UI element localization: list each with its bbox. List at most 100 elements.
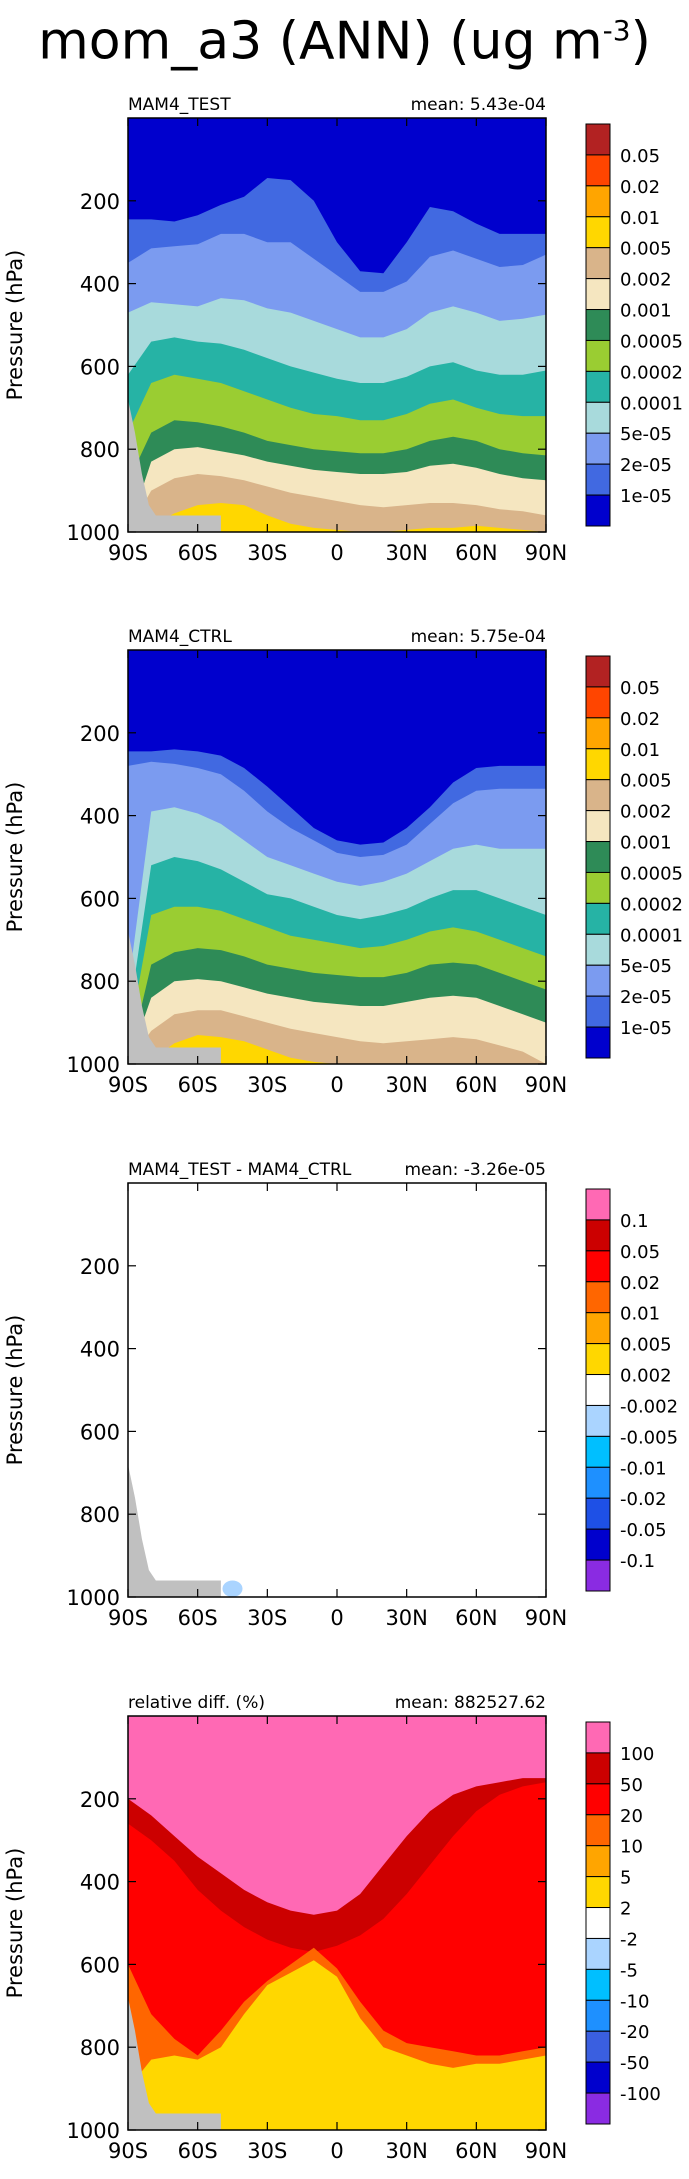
topography-mask (128, 1464, 221, 1597)
colorbar-label: 2e-05 (620, 987, 672, 1008)
colorbar-label: 2 (620, 1899, 631, 1920)
colorbar-label: 10 (620, 1837, 643, 1858)
colorbar-label: -0.005 (620, 1427, 678, 1448)
x-tick-label: 60N (455, 1073, 497, 1097)
colorbar-swatch (585, 964, 611, 997)
colorbar-swatch (585, 1404, 611, 1437)
x-tick-label: 60N (455, 541, 497, 565)
colorbar-label: 100 (620, 1744, 654, 1765)
figure-title-close: ) (630, 11, 651, 72)
x-tick-label: 30N (385, 1073, 427, 1097)
colorbar-swatch (585, 1466, 611, 1499)
panel-label: MAM4_CTRL (128, 627, 232, 647)
colorbar-label: 0.0005 (620, 863, 683, 884)
figure-title-exponent: -3 (602, 14, 631, 47)
colorbar-swatch (585, 370, 611, 403)
x-tick-label: 0 (330, 541, 343, 565)
panel-label: MAM4_TEST - MAM4_CTRL (128, 1160, 352, 1180)
colorbar-label: -0.02 (620, 1489, 667, 1510)
y-tick-label: 200 (80, 1788, 120, 1812)
colorbar-label: 0.05 (620, 146, 660, 167)
colorbar-label: 0.02 (620, 177, 660, 198)
colorbar-swatch (585, 1435, 611, 1468)
y-tick-label: 600 (80, 887, 120, 911)
colorbar-swatch (585, 1937, 611, 1970)
colorbar-label: 0.02 (620, 709, 660, 730)
colorbar-swatch (585, 686, 611, 719)
colorbar-label: 0.01 (620, 208, 660, 229)
colorbar-swatch (585, 432, 611, 465)
colorbar-swatch (585, 902, 611, 935)
x-tick-label: 30N (385, 541, 427, 565)
panel-mean-stat: mean: 5.43e-04 (411, 95, 546, 115)
x-tick-label: 90S (108, 541, 148, 565)
y-tick-label: 800 (80, 2036, 120, 2060)
colorbar-swatch (585, 1250, 611, 1283)
colorbar-label: 0.0002 (620, 362, 683, 383)
panel-label: relative diff. (%) (128, 1693, 265, 1713)
colorbar-swatch (585, 401, 611, 434)
colorbar-label: 0.001 (620, 301, 672, 322)
colorbar-label: 0.005 (620, 1335, 672, 1356)
topography-mask (128, 1997, 221, 2130)
colorbar: 0.05 0.02 0.01 0.005 0.002 0.001 0.0005 0.0002 0… (585, 123, 683, 527)
colorbar-label: 0.01 (620, 1304, 660, 1325)
colorbar-swatch (585, 1374, 611, 1406)
colorbar-label: 1e-05 (620, 1018, 672, 1039)
x-tick-label: 90N (525, 1073, 567, 1097)
colorbar-swatch (585, 1876, 611, 1909)
colorbar-swatch (585, 494, 611, 527)
colorbar-swatch (585, 995, 611, 1028)
colorbar-label: 1e-05 (620, 486, 672, 507)
colorbar-label: 0.002 (620, 802, 672, 823)
colorbar-label: 0.05 (620, 678, 660, 699)
colorbar-swatch (585, 748, 611, 781)
colorbar: 100 50 20 10 5 2 -2 -5 -10 -20 -50 -100 (585, 1721, 661, 2125)
contour-band-0.005 (128, 1035, 546, 1064)
colorbar-label: 0.0005 (620, 331, 683, 352)
colorbar-swatch (585, 185, 611, 218)
x-tick-label: 0 (330, 1606, 343, 1630)
chart-panel-1: MAM4_TEST mean: 5.43e-04 90S 60S 30S 0 30N 60N 9… (3, 95, 683, 565)
colorbar-label: 0.0002 (620, 894, 683, 915)
y-tick-label: 200 (80, 1255, 120, 1279)
x-tick-label: 90S (108, 2139, 148, 2163)
panel-mean-stat: mean: 882527.62 (395, 1693, 546, 1713)
chart-panel-4: relative diff. (%) mean: 882527.62 90S 60S 3… (3, 1693, 661, 2163)
y-tick-label: 1000 (67, 2119, 120, 2143)
colorbar-swatch (585, 933, 611, 966)
colorbar-swatch (585, 1497, 611, 1530)
colorbar-swatch (585, 1281, 611, 1314)
colorbar-swatch (585, 123, 611, 156)
x-tick-label: 60S (178, 2139, 218, 2163)
colorbar-swatch (585, 1783, 611, 1816)
x-tick-label: 90N (525, 541, 567, 565)
y-tick-label: 400 (80, 273, 120, 297)
y-tick-label: 400 (80, 1871, 120, 1895)
colorbar-swatch (585, 247, 611, 280)
contour-band-0.005 (128, 503, 546, 532)
panel-label: MAM4_TEST (128, 95, 231, 115)
y-tick-label: 400 (80, 805, 120, 829)
colorbar-swatch (585, 717, 611, 750)
y-tick-label: 400 (80, 1338, 120, 1362)
figure-title: mom_a3 (ANN) (ug m-3) (0, 0, 689, 72)
colorbar-swatch (585, 216, 611, 249)
chart-panel-2: MAM4_CTRL mean: 5.75e-04 90S 60S 30S 0 30N 60N 9… (3, 627, 683, 1097)
colorbar-label: -10 (620, 1991, 649, 2012)
colorbar-swatch (585, 779, 611, 812)
colorbar-label: 5 (620, 1868, 631, 1889)
x-tick-label: 30N (385, 1606, 427, 1630)
panel-mean-stat: mean: -3.26e-05 (404, 1160, 546, 1180)
colorbar-swatch (585, 810, 611, 843)
colorbar-label: 5e-05 (620, 424, 672, 445)
y-axis-label: Pressure (hPa) (3, 1848, 27, 1999)
x-tick-label: 30N (385, 2139, 427, 2163)
y-tick-label: 200 (80, 722, 120, 746)
colorbar-label: 20 (620, 1806, 643, 1827)
colorbar-label: 0.002 (620, 1366, 672, 1387)
colorbar-label: 2e-05 (620, 455, 672, 476)
colorbar-swatch (585, 463, 611, 496)
colorbar-swatch (585, 1188, 611, 1221)
